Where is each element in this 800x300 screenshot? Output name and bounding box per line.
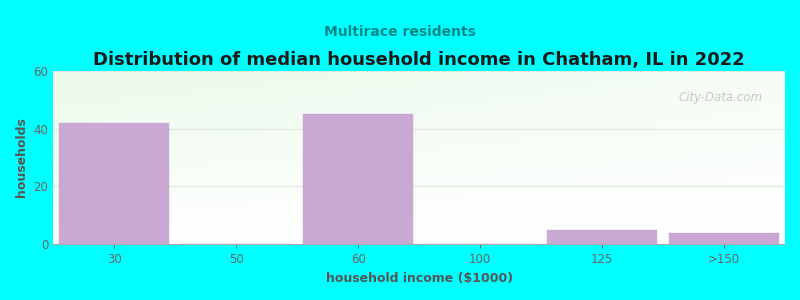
Y-axis label: households: households [15,118,28,197]
Bar [59,123,169,244]
Text: City-Data.com: City-Data.com [679,92,763,104]
Text: Multirace residents: Multirace residents [324,25,476,38]
Bar [547,230,657,244]
Bar [303,114,413,244]
Title: Distribution of median household income in Chatham, IL in 2022: Distribution of median household income … [94,51,745,69]
X-axis label: household income ($1000): household income ($1000) [326,272,513,285]
Bar [669,233,779,244]
